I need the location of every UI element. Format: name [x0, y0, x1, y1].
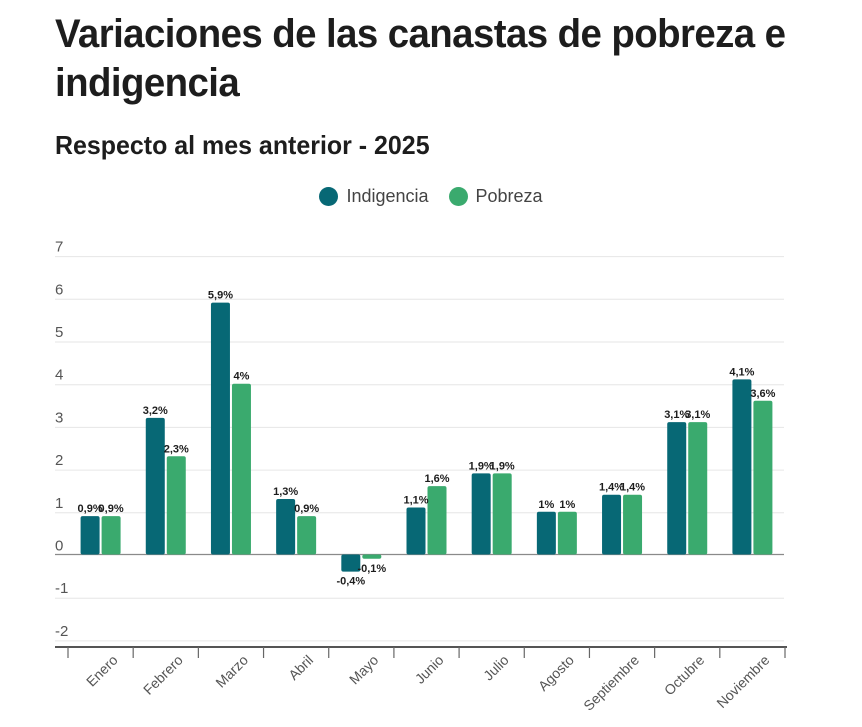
y-tick-label: -1	[55, 580, 68, 597]
x-tick-label: Enero	[83, 652, 121, 690]
y-axis-ticks: 7 6 5 4 3 2 1 0 -1 -2	[55, 239, 68, 640]
x-axis: Enero Febrero Marzo Abril Mayo Junio Julio Agos…	[55, 646, 787, 714]
legend: Indigencia Pobreza	[0, 186, 862, 207]
y-tick-label: 5	[55, 324, 63, 341]
y-tick-label: -2	[55, 623, 68, 640]
bar-pobreza-abril[interactable]	[297, 516, 317, 555]
y-tick-label: 0	[55, 538, 63, 555]
chart-subtitle: Respecto al mes anterior - 2025	[55, 130, 430, 160]
bar-indigencia-octubre[interactable]	[667, 422, 687, 555]
data-label: 4,1%	[729, 366, 754, 378]
y-tick-label: 4	[55, 367, 63, 384]
data-label: 1,3%	[273, 486, 298, 498]
data-label: 1,9%	[469, 460, 494, 472]
bar-indigencia-abril[interactable]	[276, 498, 296, 555]
legend-label-indigencia: Indigencia	[346, 186, 429, 206]
x-tick-label: Julio	[480, 652, 512, 684]
bar-pobreza-febrero[interactable]	[166, 456, 186, 555]
bar-pobreza-septiembre[interactable]	[623, 494, 643, 555]
data-label: 2,3%	[164, 443, 189, 455]
data-label: 1%	[559, 499, 575, 511]
data-label: 1,1%	[403, 495, 428, 507]
data-label: 0,9%	[78, 503, 103, 515]
data-label: 1,4%	[599, 482, 624, 494]
data-label: 3,1%	[664, 409, 689, 421]
data-label: 3,1%	[685, 409, 710, 421]
bar-pobreza-junio[interactable]	[427, 486, 447, 555]
data-label: 4%	[234, 371, 250, 383]
bar-pobreza-agosto[interactable]	[557, 511, 577, 555]
x-tick-label: Junio	[412, 652, 447, 687]
data-label: 3,6%	[750, 388, 775, 400]
data-labels: 0,9% 3,2% 5,9% 1,3% -0,4% 1,1% 1,9% 1% 1,4% 3,1% 4…	[78, 290, 776, 588]
y-tick-label: 3	[55, 409, 63, 426]
data-label: 1,6%	[424, 473, 449, 485]
bar-indigencia-junio[interactable]	[406, 507, 426, 555]
data-label: 1%	[538, 499, 554, 511]
legend-label-pobreza: Pobreza	[475, 186, 543, 206]
data-label: 0,9%	[99, 503, 124, 515]
x-tick-label: Septiembre	[580, 652, 642, 714]
bar-pobreza-noviembre[interactable]	[753, 400, 773, 555]
bar-pobreza-marzo[interactable]	[231, 383, 251, 555]
y-tick-label: 6	[55, 281, 63, 298]
bar-indigencia-noviembre[interactable]	[732, 379, 752, 555]
bar-indigencia-mayo[interactable]	[341, 554, 361, 572]
data-label: -0,1%	[357, 563, 386, 575]
bar-indigencia-agosto[interactable]	[536, 511, 556, 555]
bar-pobreza-enero[interactable]	[101, 516, 121, 555]
legend-item-indigencia[interactable]: Indigencia	[319, 186, 429, 207]
bars	[80, 302, 773, 572]
bar-indigencia-enero[interactable]	[80, 516, 100, 555]
data-label: 0,9%	[294, 503, 319, 515]
bar-pobreza-mayo[interactable]	[362, 554, 382, 559]
y-tick-label: 1	[55, 495, 63, 512]
data-label: 1,9%	[490, 460, 515, 472]
data-label: 3,2%	[143, 405, 168, 417]
chart-title: Variaciones de las canastas de pobreza e…	[55, 12, 786, 105]
bar-pobreza-octubre[interactable]	[688, 422, 708, 555]
y-tick-label: 2	[55, 452, 63, 469]
x-tick-label: Octubre	[661, 652, 708, 699]
legend-item-pobreza[interactable]: Pobreza	[448, 186, 543, 207]
bar-pobreza-julio[interactable]	[492, 473, 512, 555]
legend-swatch-pobreza	[448, 187, 468, 206]
data-label: 5,9%	[208, 290, 233, 302]
x-tick-label: Agosto	[535, 652, 577, 694]
bar-indigencia-marzo[interactable]	[210, 302, 230, 555]
x-tick-label: Noviembre	[713, 652, 772, 711]
y-tick-label: 7	[55, 239, 63, 256]
x-tick-label: Febrero	[140, 652, 186, 698]
legend-swatch-indigencia	[319, 187, 339, 206]
x-tick-label: Abril	[285, 652, 316, 683]
data-label: 1,4%	[620, 482, 645, 494]
x-tick-label: Mayo	[346, 652, 382, 688]
bar-indigencia-febrero[interactable]	[145, 417, 165, 555]
data-label: -0,4%	[336, 576, 365, 588]
x-tick-label: Marzo	[212, 652, 251, 691]
bar-indigencia-septiembre[interactable]	[602, 494, 622, 555]
bar-indigencia-julio[interactable]	[471, 473, 491, 555]
